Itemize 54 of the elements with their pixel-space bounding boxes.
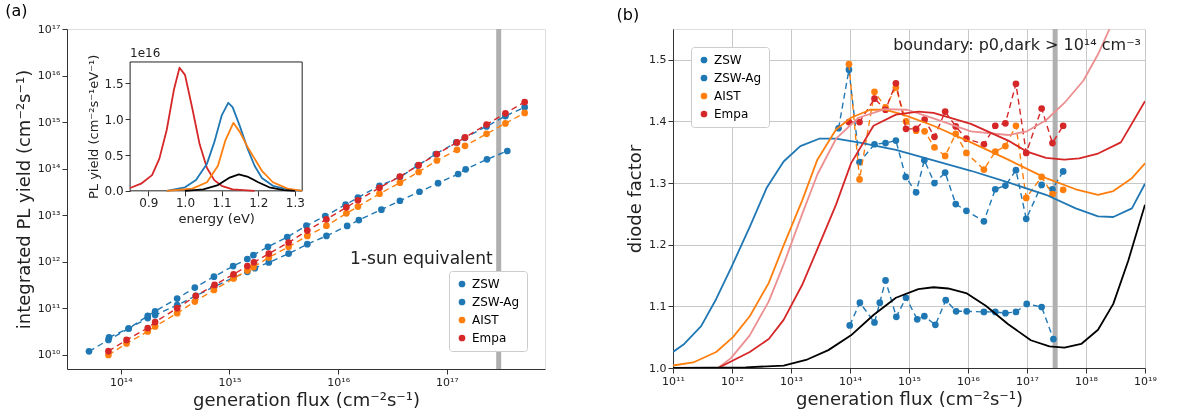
y-axis-title: PL yield (cm⁻²s⁻¹eV⁻¹): [85, 54, 101, 200]
y-tick-label: 10¹⁷: [37, 22, 61, 36]
x-tick-label: 10¹⁷: [435, 375, 459, 389]
x-tick-label: 1.3: [285, 196, 305, 211]
legend-label: ZSW-Ag: [714, 71, 762, 85]
x-tick-label: 10¹⁵: [898, 374, 921, 388]
y-tick-label: 1.5: [649, 53, 667, 67]
legend-label: ZSW-Ag: [472, 295, 520, 309]
y-tick-label: 0.0: [104, 184, 124, 199]
y-tick-label: 10¹⁵: [37, 115, 61, 129]
x-tick-label: 10¹⁶: [957, 374, 981, 388]
y-tick-label: 10¹¹: [37, 301, 61, 315]
y-axis-title: diode factor: [624, 144, 646, 254]
chart-title: (a): [5, 1, 28, 20]
chart-title: (b): [616, 4, 640, 24]
y-tick-label: 1.2: [649, 238, 667, 252]
x-tick-label: 0.9: [139, 196, 159, 211]
x-tick-label: 10¹⁸: [1075, 374, 1099, 388]
y-tick-label: 1.0: [649, 361, 667, 375]
y-tick-label: 10¹³: [37, 208, 61, 222]
y-tick-label: 1.1: [649, 299, 667, 313]
x-tick-label: 10¹⁵: [218, 375, 242, 389]
annotation: boundary: p0,dark > 10¹⁴ cm⁻³: [893, 35, 1141, 54]
x-axis-title: energy (eV): [178, 211, 255, 227]
y-tick-label: 1.0: [104, 112, 124, 127]
y-tick-label: 10¹⁴: [37, 162, 62, 176]
legend-label: AIST: [714, 89, 742, 103]
x-tick-label: 10¹²: [721, 374, 744, 388]
y-axis-title: integrated PL yield (cm⁻²s⁻¹): [12, 69, 34, 330]
x-tick-label: 10¹³: [780, 374, 803, 388]
legend-label: ZSW: [714, 53, 742, 67]
y-tick-label: 0.5: [104, 148, 124, 163]
y-tick-label: 10¹⁶: [37, 69, 62, 83]
x-tick-label: 1.0: [175, 196, 196, 211]
legend-label: AIST: [472, 313, 500, 327]
y-tick-label: 10¹²: [37, 255, 61, 269]
x-tick-label: 10¹⁷: [1016, 374, 1039, 388]
y-tick-label: 1.3: [649, 176, 667, 190]
y-tick-label: 10¹⁰: [37, 348, 62, 362]
x-tick-label: 1.1: [212, 196, 232, 211]
legend-label: Empa: [714, 107, 749, 121]
y-tick-label: 1.5: [104, 76, 124, 91]
legend-label: ZSW: [472, 277, 500, 291]
x-tick-label: 1.2: [249, 196, 269, 211]
y-tick-label: 1.4: [649, 114, 667, 128]
x-axis-title: generation flux (cm⁻²s⁻¹): [192, 388, 421, 410]
legend-label: Empa: [472, 331, 507, 345]
x-tick-label: 10¹¹: [662, 374, 685, 388]
annotation: 1e16: [130, 45, 161, 60]
ref-line-label: 1-sun equivalent: [350, 247, 494, 268]
x-tick-label: 10¹⁹: [1134, 374, 1157, 388]
x-tick-label: 10¹⁶: [327, 375, 351, 389]
x-tick-label: 10¹⁴: [839, 374, 863, 388]
x-axis-title: generation flux (cm⁻²s⁻¹): [795, 387, 1024, 409]
